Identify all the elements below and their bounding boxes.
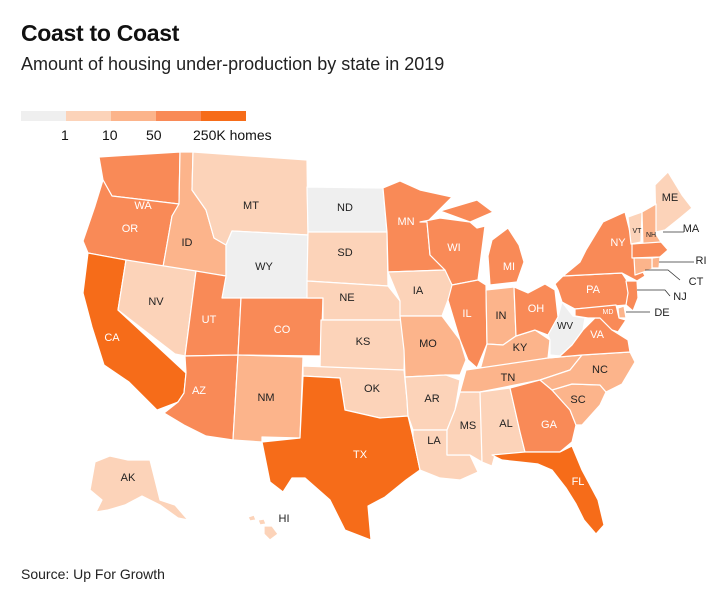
label-nc: NC bbox=[592, 364, 608, 376]
state-hi bbox=[247, 514, 279, 541]
legend-swatch-3 bbox=[156, 111, 201, 121]
legend-label-10: 10 bbox=[102, 127, 118, 143]
label-or: OR bbox=[122, 223, 139, 235]
state-ma bbox=[631, 241, 669, 259]
legend-label-1: 1 bbox=[61, 127, 69, 143]
label-ar: AR bbox=[424, 393, 439, 405]
legend: 1 10 50 250K homes bbox=[21, 111, 272, 147]
label-nd: ND bbox=[337, 202, 353, 214]
label-ok: OK bbox=[364, 383, 381, 395]
label-mn: MN bbox=[397, 216, 414, 228]
state-mi bbox=[439, 199, 525, 286]
label-wa: WA bbox=[134, 200, 152, 212]
label-wi: WI bbox=[447, 242, 460, 254]
state-vt bbox=[627, 211, 643, 245]
state-ak bbox=[89, 455, 189, 521]
label-sd: SD bbox=[337, 247, 352, 259]
label-pa: PA bbox=[586, 284, 601, 296]
state-nv bbox=[117, 259, 197, 357]
legend-label-50: 50 bbox=[146, 127, 162, 143]
label-ia: IA bbox=[413, 285, 424, 297]
state-mo bbox=[399, 315, 467, 378]
state-ct bbox=[633, 257, 653, 276]
source-note: Source: Up For Growth bbox=[21, 566, 165, 582]
label-nh: NH bbox=[646, 232, 656, 239]
leader-line-nj bbox=[637, 289, 671, 297]
label-mi: MI bbox=[503, 261, 515, 273]
label-il: IL bbox=[462, 308, 471, 320]
state-nj bbox=[625, 280, 639, 312]
label-wv: WV bbox=[557, 321, 573, 332]
label-va: VA bbox=[590, 329, 605, 341]
state-ri bbox=[651, 256, 661, 269]
state-nc bbox=[539, 351, 636, 393]
legend-label-250k: 250K homes bbox=[193, 127, 272, 143]
label-id: ID bbox=[182, 237, 193, 249]
label-oh: OH bbox=[528, 303, 545, 315]
legend-swatch-2 bbox=[111, 111, 156, 121]
label-nv: NV bbox=[148, 296, 164, 308]
label-in: IN bbox=[496, 310, 507, 322]
label-de: DE bbox=[654, 307, 669, 319]
label-ky: KY bbox=[513, 342, 528, 354]
state-nh bbox=[641, 203, 662, 248]
label-hi: HI bbox=[279, 513, 290, 525]
label-nm: NM bbox=[257, 392, 274, 404]
state-md bbox=[574, 304, 627, 333]
label-tx: TX bbox=[353, 449, 368, 461]
label-ak: AK bbox=[121, 472, 136, 484]
state-sd bbox=[306, 231, 389, 287]
label-vt: VT bbox=[633, 228, 643, 235]
label-az: AZ bbox=[192, 385, 206, 397]
label-wy: WY bbox=[255, 261, 273, 273]
state-fl bbox=[491, 445, 605, 535]
label-md: MD bbox=[603, 309, 614, 316]
label-ct: CT bbox=[689, 276, 704, 288]
label-fl: FL bbox=[572, 476, 585, 488]
label-me: ME bbox=[662, 192, 679, 204]
state-me bbox=[654, 171, 693, 233]
label-ma: MA bbox=[683, 223, 700, 235]
legend-swatch-4 bbox=[201, 111, 246, 121]
label-mo: MO bbox=[419, 338, 437, 350]
label-ne: NE bbox=[339, 292, 354, 304]
label-mt: MT bbox=[243, 200, 259, 212]
label-ga: GA bbox=[541, 419, 558, 431]
chart-title: Coast to Coast bbox=[21, 20, 180, 46]
leader-line-ct bbox=[645, 269, 681, 281]
state-tx bbox=[261, 375, 421, 541]
label-ks: KS bbox=[356, 336, 371, 348]
label-ms: MS bbox=[460, 420, 477, 432]
label-sc: SC bbox=[570, 394, 585, 406]
label-co: CO bbox=[274, 324, 291, 336]
label-nj: NJ bbox=[673, 291, 686, 303]
legend-swatch-0 bbox=[21, 111, 66, 121]
label-ut: UT bbox=[202, 314, 217, 326]
label-ri: RI bbox=[696, 255, 707, 267]
label-al: AL bbox=[499, 418, 512, 430]
label-ny: NY bbox=[610, 237, 626, 249]
label-la: LA bbox=[427, 435, 441, 447]
label-tn: TN bbox=[501, 372, 516, 384]
legend-swatch-1 bbox=[66, 111, 111, 121]
state-nm bbox=[232, 354, 304, 443]
chart-subtitle: Amount of housing under-production by st… bbox=[21, 54, 445, 74]
label-ca: CA bbox=[104, 332, 120, 344]
